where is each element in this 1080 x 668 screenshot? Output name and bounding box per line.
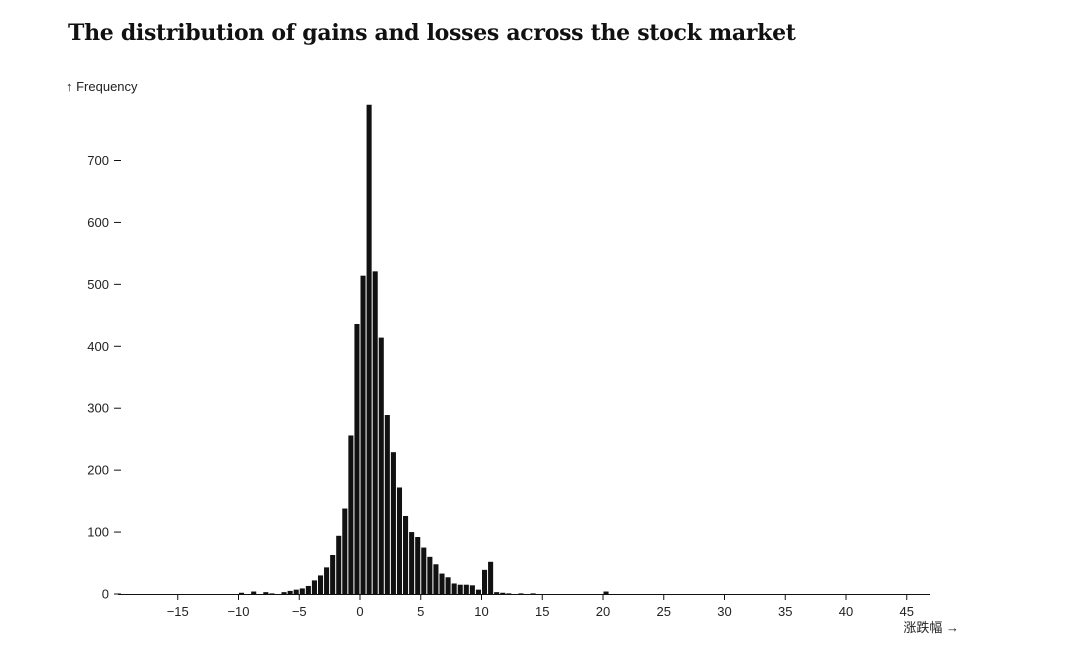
histogram-bar [366, 104, 372, 594]
histogram-bar [475, 589, 481, 594]
histogram-bar [384, 415, 390, 594]
histogram-bar [421, 547, 427, 594]
histogram-bar [324, 567, 330, 594]
histogram-bar [506, 593, 512, 594]
histogram-bar [378, 337, 384, 594]
y-tick-label: 600 [87, 215, 109, 230]
x-tick-label: 15 [535, 604, 549, 619]
histogram-bar [330, 554, 336, 594]
x-tick-label: −15 [167, 604, 189, 619]
y-tick-label: 300 [87, 401, 109, 416]
histogram-bar [305, 585, 311, 594]
histogram-bar [463, 584, 469, 594]
histogram-bar [239, 592, 245, 594]
histogram-bar [500, 592, 506, 594]
x-tick-label: 5 [417, 604, 424, 619]
histogram-bar [293, 589, 299, 594]
x-tick-label: 10 [474, 604, 488, 619]
x-tick-label: 35 [778, 604, 792, 619]
y-tick-label: 0 [102, 587, 109, 602]
histogram-bar [317, 575, 324, 594]
histogram-bar [360, 275, 366, 594]
histogram-bar [415, 537, 421, 594]
x-tick-label: −5 [292, 604, 307, 619]
histogram-bar [281, 592, 287, 594]
histogram-bar [488, 561, 494, 594]
histogram-bar [451, 583, 457, 594]
y-tick-label: 500 [87, 277, 109, 292]
histogram-bar [403, 515, 409, 594]
histogram-bar [336, 535, 342, 594]
chart-title: The distribution of gains and losses acr… [68, 20, 796, 46]
histogram-bar [427, 556, 433, 594]
x-tick-label: −10 [227, 604, 249, 619]
histogram-bar [603, 591, 609, 594]
y-tick-label: 100 [87, 525, 109, 540]
histogram-bar [390, 452, 396, 594]
x-axis-label: 涨跌幅 → [903, 620, 959, 635]
x-tick-label: 0 [356, 604, 363, 619]
histogram-bar [469, 585, 475, 594]
histogram-bar [269, 593, 275, 594]
x-tick-label: 40 [839, 604, 853, 619]
y-tick-label: 700 [87, 153, 109, 168]
histogram-bar [348, 435, 354, 594]
histogram-bar [494, 592, 500, 594]
histogram-bar [482, 569, 488, 594]
histogram-bar [433, 564, 439, 594]
y-tick-label: 400 [87, 339, 109, 354]
histogram-bar [287, 590, 293, 594]
y-axis-label: ↑ Frequency [66, 79, 138, 94]
x-tick-label: 45 [900, 604, 914, 619]
y-tick-label: 200 [87, 463, 109, 478]
histogram-bar [518, 593, 524, 594]
histogram-bar [396, 487, 403, 594]
x-tick-label: 20 [596, 604, 610, 619]
histogram-bar [409, 532, 415, 594]
histogram-bar [311, 580, 317, 594]
histogram-bar [299, 588, 305, 594]
histogram-bar [372, 271, 378, 594]
histogram-bar [439, 573, 445, 594]
histogram-bar [530, 593, 536, 594]
histogram-bar [354, 323, 360, 594]
histogram-bar [457, 584, 463, 594]
histogram-bar [342, 508, 348, 594]
histogram-bar [445, 577, 451, 594]
histogram-bar [263, 592, 269, 594]
x-tick-label: 30 [717, 604, 731, 619]
histogram-bar [251, 591, 257, 594]
x-tick-label: 25 [657, 604, 671, 619]
